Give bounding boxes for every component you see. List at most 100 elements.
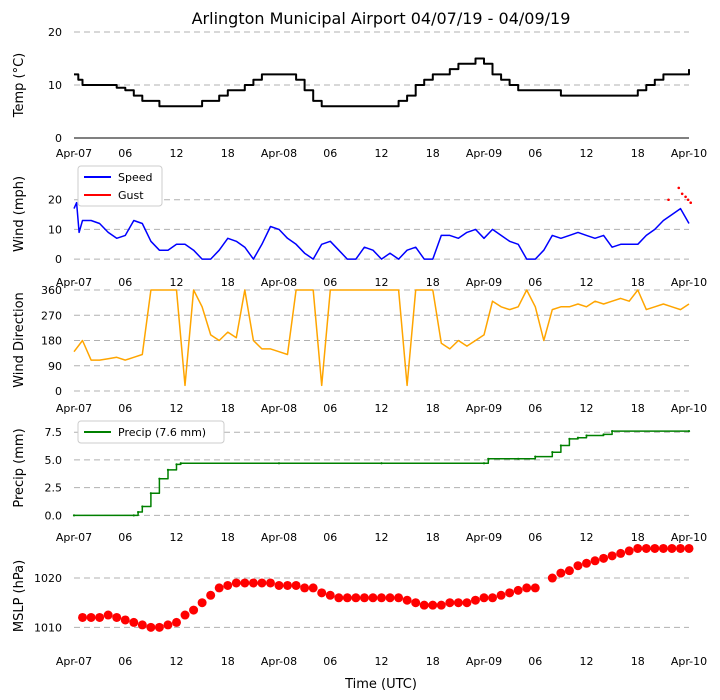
gust-point [680,192,684,196]
mslp-point [530,583,540,593]
mslp-point [436,600,446,610]
mslp-point [214,583,224,593]
precip-point [166,468,170,472]
x-tick-label: 06 [323,402,337,415]
y-tick-label: 0 [55,132,62,145]
temperature-panel: Temp (°C) 0 10 20 Apr-07 06 12 18 Apr-08 06 12 18 A… [12,26,707,160]
y-tick-label: 1010 [34,621,62,634]
x-tick-label: 12 [580,276,594,289]
precip-point [687,429,691,433]
mslp-point [86,612,96,622]
gust-point [689,201,693,205]
x-tick-label: Apr-07 [56,147,92,160]
mslp-point [172,617,181,627]
precipitation-legend: Precip (7.6 mm) [77,420,225,444]
x-tick-label: Apr-08 [261,655,297,668]
x-tick-label: 06 [528,402,542,415]
x-tick-label: 12 [375,147,389,160]
precip-point [72,514,76,517]
y-tick-label: 7.5 [45,426,63,439]
precip-point [568,437,571,440]
mslp-point [462,598,472,608]
gust-point [684,195,687,199]
mslp-y-label: MSLP (hPa) [12,560,27,632]
temperature-y-label: Temp (°C) [12,53,27,119]
mslp-point [488,593,498,603]
x-tick-label: 06 [528,276,542,289]
y-tick-label: 270 [41,309,62,322]
precip-point [517,457,520,460]
y-tick-label: 10 [48,79,62,92]
mslp-point [154,622,164,632]
mslp-point [137,620,147,630]
mslp-point [428,600,438,610]
mslp-point [556,568,566,578]
precipitation-line [74,430,689,517]
mslp-point [129,617,139,627]
x-tick-label: Apr-10 [671,655,707,668]
precip-point [585,434,588,437]
mslp-point [95,612,105,622]
gust-point [677,186,681,190]
x-tick-label: 18 [631,531,645,544]
wind-y-label: Wind (mph) [12,176,27,252]
wind-direction-y-label: Wind Direction [12,292,27,388]
mslp-point [385,593,395,603]
legend-label: Precip (7.6 mm) [118,426,206,439]
mslp-point [684,543,694,553]
y-tick-label: 20 [48,26,62,39]
x-tick-label: 06 [323,531,337,544]
precip-point [534,455,537,458]
mslp-point [317,588,327,598]
chart-title: Arlington Municipal Airport 04/07/19 - 0… [192,9,571,28]
x-tick-label: Apr-09 [466,402,502,415]
x-tick-label: 18 [631,147,645,160]
precip-point [482,462,486,465]
mslp-point [351,593,361,603]
mslp-point [146,622,156,632]
mslp-point [470,595,480,605]
wind-direction-panel: Wind Direction 0 90 180 270 360 Apr-07 06 12 18 A… [12,284,707,415]
y-tick-label: 10 [48,223,62,236]
mslp-point [411,598,421,608]
mslp-point [283,580,293,590]
precip-point [602,433,605,436]
mslp-point [231,578,241,588]
mslp-point [308,583,318,593]
precip-point [380,462,383,465]
x-tick-label: Apr-09 [466,276,502,289]
mslp-panel: MSLP (hPa) 1010 1020 Apr-07 06 12 18 Apr-08 06 1… [12,543,707,668]
x-tick-label: 06 [528,655,542,668]
x-tick-label: 18 [221,531,235,544]
x-tick-label: 06 [528,147,542,160]
gust-point [686,198,690,202]
mslp-point [78,612,88,622]
y-tick-label: 1020 [34,572,62,585]
mslp-point [394,593,404,603]
y-tick-label: 0 [55,385,62,398]
mslp-point [189,605,199,615]
mslp-point [180,610,190,620]
x-tick-label: Apr-09 [466,147,502,160]
mslp-point [599,553,609,563]
precip-point [132,514,135,517]
mslp-point [206,590,216,600]
x-tick-label: Apr-08 [261,531,297,544]
x-tick-label: 12 [580,655,594,668]
y-tick-label: 90 [48,360,62,373]
mslp-point [240,578,250,588]
x-tick-label: 06 [528,531,542,544]
mslp-point [624,546,634,556]
mslp-point [342,593,352,603]
x-tick-label: 06 [118,402,132,415]
mslp-point [368,593,378,603]
mslp-point [496,590,506,600]
precip-point [277,462,281,465]
precip-point [158,477,161,480]
x-tick-label: 18 [221,276,235,289]
mslp-point [197,598,207,608]
mslp-point [667,543,677,553]
x-tick-label: 12 [580,531,594,544]
mslp-point [274,580,284,590]
